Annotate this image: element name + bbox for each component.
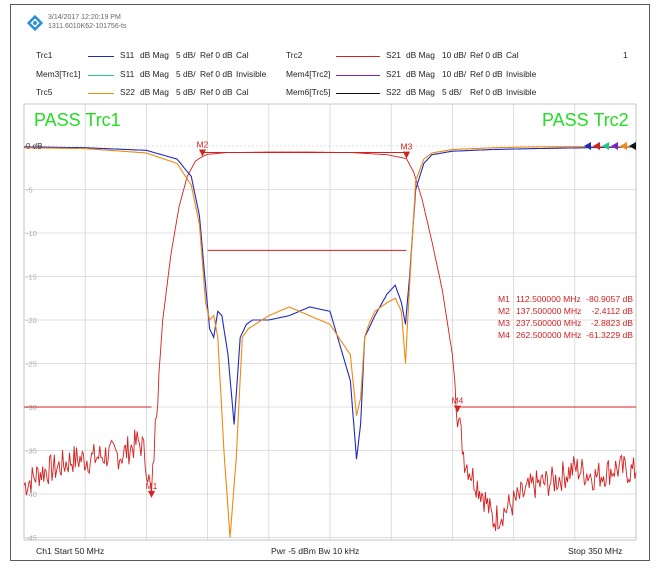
trace-state-mem3: Invisible xyxy=(236,69,267,79)
marker-readout-freq: 112.500000 MHz xyxy=(516,294,581,304)
marker-readout-value: -2.4112 dB xyxy=(592,306,634,316)
trace-state-mem4: Invisible xyxy=(506,69,537,79)
trace-name-trc2[interactable]: Trc2 xyxy=(286,50,303,60)
marker-label-m4: M4 xyxy=(452,396,464,406)
y-tick-label: -15 xyxy=(26,273,37,282)
power-bandwidth: Pwr -5 dBm Bw 10 kHz xyxy=(271,546,360,556)
y-tick-label: -20 xyxy=(26,316,37,325)
marker-readout-freq: 262.500000 MHz xyxy=(516,330,581,340)
y-tick-label: -35 xyxy=(26,447,37,456)
trace-swatch-mem4 xyxy=(336,75,380,77)
marker-m3 xyxy=(403,151,410,159)
reference-arrow-icon xyxy=(629,142,636,150)
reference-arrow-icon xyxy=(602,142,609,150)
trace-ref-mem4: Ref 0 dB xyxy=(470,69,503,79)
y-tick-label: -25 xyxy=(26,360,37,369)
marker-m4 xyxy=(454,405,461,413)
trace-swatch-mem3 xyxy=(88,75,114,77)
trace-scale-mem6: 5 dB/ xyxy=(442,87,462,97)
trace-ref-trc5: Ref 0 dB xyxy=(200,87,233,97)
trace-scale-trc1: 5 dB/ xyxy=(176,50,196,60)
marker-label-m2: M2 xyxy=(197,139,209,149)
trace-fmt-mem6: dB Mag xyxy=(406,87,435,97)
trace-ref-trc2: Ref 0 dB xyxy=(470,50,503,60)
marker-label-m1: M1 xyxy=(146,481,158,491)
y-tick-label: -40 xyxy=(26,490,37,499)
trace-name-trc1[interactable]: Trc1 xyxy=(36,50,53,60)
trace-ref-mem6: Ref 0 dB xyxy=(470,87,503,97)
trace-meas-trc2: S21 xyxy=(386,50,401,60)
trace-swatch-trc1 xyxy=(88,56,114,58)
marker-readout-value: -80.9057 dB xyxy=(586,294,633,304)
y-tick-label: -45 xyxy=(26,534,37,543)
trace-state-mem6: Invisible xyxy=(506,87,537,97)
marker-readout-name: M1 xyxy=(498,294,510,304)
trace-swatch-trc5 xyxy=(88,93,114,95)
trace-ref-trc1: Ref 0 dB xyxy=(200,50,233,60)
trace-fmt-trc5: dB Mag xyxy=(140,87,169,97)
pass-label-trc1: PASS Trc1 xyxy=(34,110,121,130)
timestamp: 3/14/2017 12:20:19 PM xyxy=(48,14,121,21)
marker-readout-value: -61.3229 dB xyxy=(586,330,633,340)
trace-fmt-trc1: dB Mag xyxy=(140,50,169,60)
trace-scale-mem3: 5 dB/ xyxy=(176,69,196,79)
trace-fmt-trc2: dB Mag xyxy=(406,50,435,60)
trace-ref-mem3: Ref 0 dB xyxy=(200,69,233,79)
y-tick-label: -10 xyxy=(26,229,37,238)
reference-arrow-icon xyxy=(584,142,591,150)
marker-readout-name: M4 xyxy=(498,330,510,340)
trace-name-mem3[interactable]: Mem3[Trc1] xyxy=(36,69,81,79)
trace-scale-mem4: 10 dB/ xyxy=(442,69,467,79)
trace-trc1 xyxy=(24,146,636,460)
trace-state-trc5: Cal xyxy=(236,87,249,97)
marker-m1 xyxy=(148,490,155,498)
trace-swatch-mem6 xyxy=(336,93,380,95)
marker-m2 xyxy=(199,149,206,157)
rohde-schwarz-logo-icon xyxy=(26,14,44,32)
trace-name-mem4[interactable]: Mem4[Trc2] xyxy=(286,69,331,79)
trace-meas-mem6: S22 xyxy=(386,87,401,97)
trace-meas-trc5: S22 xyxy=(120,87,135,97)
marker-label-m3: M3 xyxy=(401,142,413,152)
marker-readout-freq: 137.500000 MHz xyxy=(516,306,581,316)
trace-swatch-trc2 xyxy=(336,56,380,58)
serial-number: 1311.6010K62-101756-ts xyxy=(48,23,127,30)
page-number: 1 xyxy=(623,50,628,60)
reference-arrow-icon xyxy=(593,142,600,150)
trace-trc2 xyxy=(23,151,637,531)
trace-meas-mem4: S21 xyxy=(386,69,401,79)
trace-meas-mem3: S11 xyxy=(120,69,135,79)
reference-arrow-icon xyxy=(620,142,627,150)
trace-state-trc2: Cal xyxy=(506,50,519,60)
trace-scale-trc2: 10 dB/ xyxy=(442,50,467,60)
marker-readout-value: -2.8823 dB xyxy=(591,318,633,328)
trace-name-trc5[interactable]: Trc5 xyxy=(36,87,53,97)
trace-state-trc1: Cal xyxy=(236,50,249,60)
trace-name-mem6[interactable]: Mem6[Trc5] xyxy=(286,87,331,97)
trace-scale-trc5: 5 dB/ xyxy=(176,87,196,97)
start-frequency: Ch1 Start 50 MHz xyxy=(36,546,105,556)
marker-readout-name: M3 xyxy=(498,318,510,328)
trace-fmt-mem4: dB Mag xyxy=(406,69,435,79)
trace-trc5 xyxy=(23,145,636,538)
trace-meas-trc1: S11 xyxy=(120,50,135,60)
trace-fmt-mem3: dB Mag xyxy=(140,69,169,79)
marker-readout-name: M2 xyxy=(498,306,510,316)
reference-arrow-icon xyxy=(611,142,618,150)
plot-area xyxy=(23,103,637,541)
y-tick-label: -5 xyxy=(26,186,33,195)
marker-readout-freq: 237.500000 MHz xyxy=(516,318,581,328)
pass-label-trc2: PASS Trc2 xyxy=(542,110,629,130)
stop-frequency: Stop 350 MHz xyxy=(568,546,623,556)
